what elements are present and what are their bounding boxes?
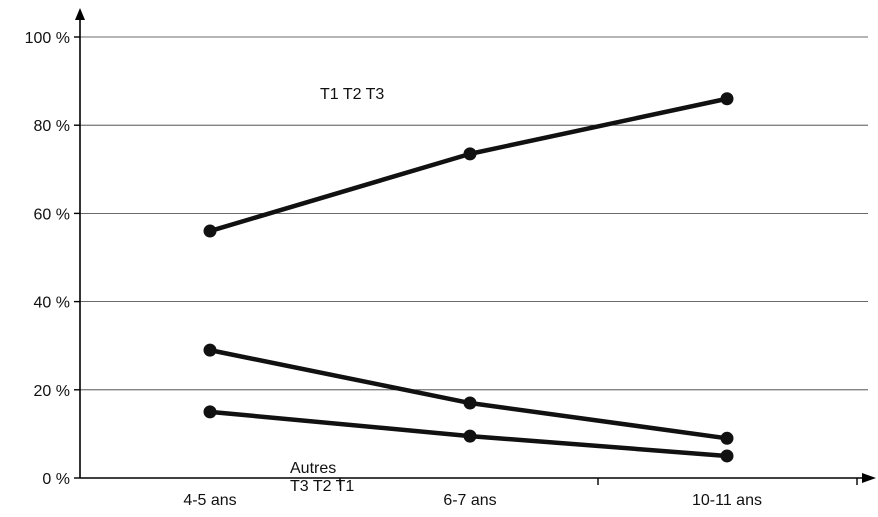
axes (75, 8, 876, 483)
x-tick-label: 10-11 ans (692, 492, 762, 509)
y-tick-label: 60 % (34, 206, 70, 223)
data-point (463, 147, 477, 161)
gridlines (80, 36, 868, 391)
data-point (720, 449, 734, 463)
y-ticks: 0 % 20 % 40 % 60 % 80 % 100 % (25, 30, 80, 488)
x-ticks: 4-5 ans 6-7 ans 10-11 ans (183, 478, 858, 509)
y-tick-label: 40 % (34, 295, 70, 312)
x-tick-label: 6-7 ans (443, 492, 496, 509)
series-label: T1 T2 T3 (320, 86, 384, 103)
y-tick-label: 20 % (34, 383, 70, 400)
x-axis-arrow-icon (862, 473, 876, 483)
data-point (203, 405, 217, 419)
y-tick-label: 0 % (42, 471, 70, 488)
data-point (720, 92, 734, 106)
series-line (207, 347, 730, 441)
y-axis-arrow-icon (75, 8, 85, 20)
series-line (207, 96, 730, 234)
series-label: Autres (290, 460, 336, 477)
y-tick-label: 80 % (34, 118, 70, 135)
y-tick-label: 100 % (25, 30, 70, 47)
data-point (203, 224, 217, 238)
series-label: T3 T2 T1 (290, 478, 354, 495)
series (203, 92, 734, 463)
data-point (463, 396, 477, 410)
data-point (720, 431, 734, 445)
x-tick-label: 4-5 ans (183, 492, 236, 509)
data-point (463, 429, 477, 443)
data-point (203, 343, 217, 357)
